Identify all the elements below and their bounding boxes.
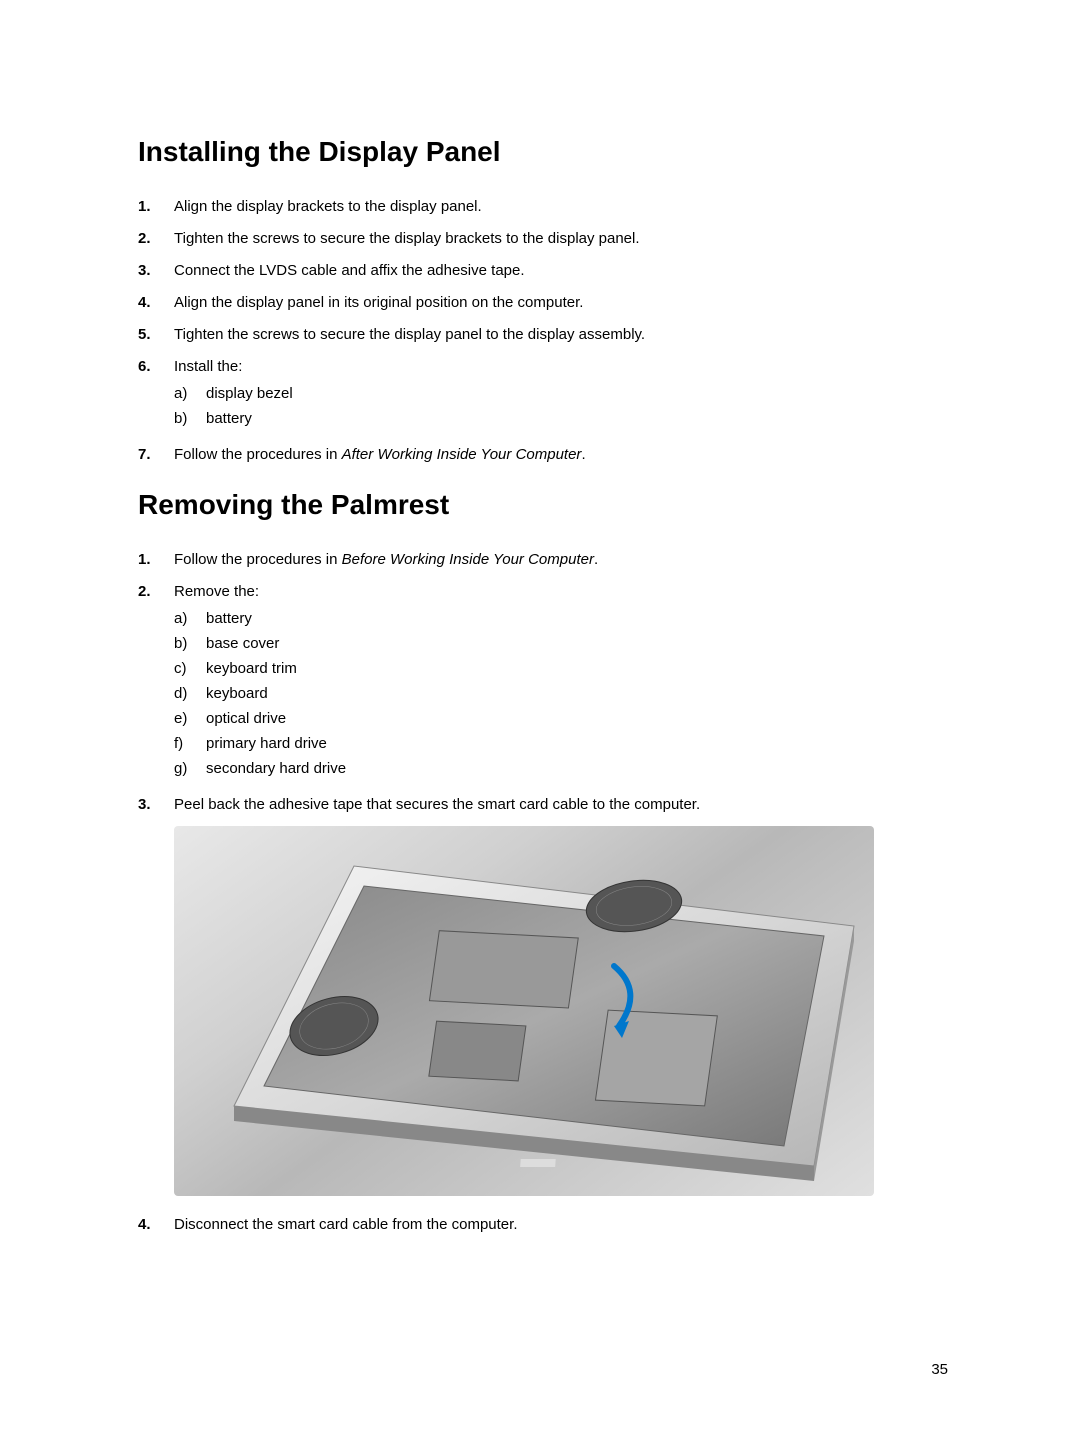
laptop-internal-svg	[174, 826, 874, 1196]
step-number: 1.	[138, 196, 174, 217]
step-number: 3.	[138, 260, 174, 281]
list-item: 2. Tighten the screws to secure the disp…	[138, 228, 948, 249]
step-number: 5.	[138, 324, 174, 345]
step-number: 4.	[138, 1214, 174, 1235]
page-number: 35	[931, 1361, 948, 1378]
step-text: Follow the procedures in After Working I…	[174, 444, 948, 465]
step-number: 3.	[138, 794, 174, 815]
list-item: 7. Follow the procedures in After Workin…	[138, 444, 948, 465]
laptop-diagram-image	[174, 826, 874, 1196]
sub-letter: e)	[174, 708, 206, 729]
list-item: 3. Connect the LVDS cable and affix the …	[138, 260, 948, 281]
list-item: 4. Disconnect the smart card cable from …	[138, 1214, 948, 1235]
step-text: Tighten the screws to secure the display…	[174, 228, 948, 249]
sub-text: optical drive	[206, 708, 286, 729]
sub-letter: b)	[174, 633, 206, 654]
sub-list: a) battery b) base cover c) keyboard tri…	[174, 608, 948, 779]
step-number: 2.	[138, 228, 174, 249]
sub-item: g) secondary hard drive	[174, 758, 948, 779]
sub-text: display bezel	[206, 383, 293, 404]
install-display-steps: 1. Align the display brackets to the dis…	[138, 196, 948, 465]
heading-installing-display-panel: Installing the Display Panel	[138, 136, 948, 168]
remove-palmrest-steps: 1. Follow the procedures in Before Worki…	[138, 549, 948, 815]
sub-letter: b)	[174, 408, 206, 429]
text-prefix: Follow the procedures in	[174, 446, 342, 463]
list-item: 3. Peel back the adhesive tape that secu…	[138, 794, 948, 815]
step-number: 4.	[138, 292, 174, 313]
sub-text: battery	[206, 608, 252, 629]
step-content: Remove the: a) battery b) base cover c) …	[174, 581, 948, 783]
list-item: 5. Tighten the screws to secure the disp…	[138, 324, 948, 345]
sub-letter: f)	[174, 733, 206, 754]
step-number: 2.	[138, 581, 174, 783]
list-item: 1. Follow the procedures in Before Worki…	[138, 549, 948, 570]
step-text: Install the:	[174, 358, 242, 375]
sub-text: primary hard drive	[206, 733, 327, 754]
sub-text: keyboard trim	[206, 658, 297, 679]
sub-item: a) display bezel	[174, 383, 948, 404]
sub-item: c) keyboard trim	[174, 658, 948, 679]
sub-text: keyboard	[206, 683, 268, 704]
sub-letter: g)	[174, 758, 206, 779]
step-content: Install the: a) display bezel b) battery	[174, 356, 948, 433]
document-page: Installing the Display Panel 1. Align th…	[0, 0, 1080, 1306]
sub-list: a) display bezel b) battery	[174, 383, 948, 429]
text-prefix: Follow the procedures in	[174, 551, 342, 568]
heading-removing-palmrest: Removing the Palmrest	[138, 489, 948, 521]
sub-letter: c)	[174, 658, 206, 679]
step-number: 6.	[138, 356, 174, 433]
sub-item: b) base cover	[174, 633, 948, 654]
sub-item: a) battery	[174, 608, 948, 629]
list-item: 2. Remove the: a) battery b) base cover …	[138, 581, 948, 783]
text-suffix: .	[581, 446, 585, 463]
text-suffix: .	[594, 551, 598, 568]
sub-item: f) primary hard drive	[174, 733, 948, 754]
sub-item: d) keyboard	[174, 683, 948, 704]
text-italic: After Working Inside Your Computer	[342, 446, 582, 463]
list-item: 4. Align the display panel in its origin…	[138, 292, 948, 313]
step-number: 1.	[138, 549, 174, 570]
sub-text: base cover	[206, 633, 279, 654]
step-text: Follow the procedures in Before Working …	[174, 549, 948, 570]
sub-item: b) battery	[174, 408, 948, 429]
sub-letter: a)	[174, 608, 206, 629]
step-number: 7.	[138, 444, 174, 465]
step-text: Connect the LVDS cable and affix the adh…	[174, 260, 948, 281]
step-text: Align the display brackets to the displa…	[174, 196, 948, 217]
step-text: Align the display panel in its original …	[174, 292, 948, 313]
sub-text: battery	[206, 408, 252, 429]
text-italic: Before Working Inside Your Computer	[342, 551, 594, 568]
sub-letter: d)	[174, 683, 206, 704]
list-item: 1. Align the display brackets to the dis…	[138, 196, 948, 217]
list-item: 6. Install the: a) display bezel b) batt…	[138, 356, 948, 433]
step-text: Peel back the adhesive tape that secures…	[174, 794, 948, 815]
sub-text: secondary hard drive	[206, 758, 346, 779]
sub-item: e) optical drive	[174, 708, 948, 729]
step-text: Disconnect the smart card cable from the…	[174, 1214, 948, 1235]
sub-letter: a)	[174, 383, 206, 404]
step-text: Remove the:	[174, 583, 259, 600]
step-text: Tighten the screws to secure the display…	[174, 324, 948, 345]
remove-palmrest-steps-cont: 4. Disconnect the smart card cable from …	[138, 1214, 948, 1235]
